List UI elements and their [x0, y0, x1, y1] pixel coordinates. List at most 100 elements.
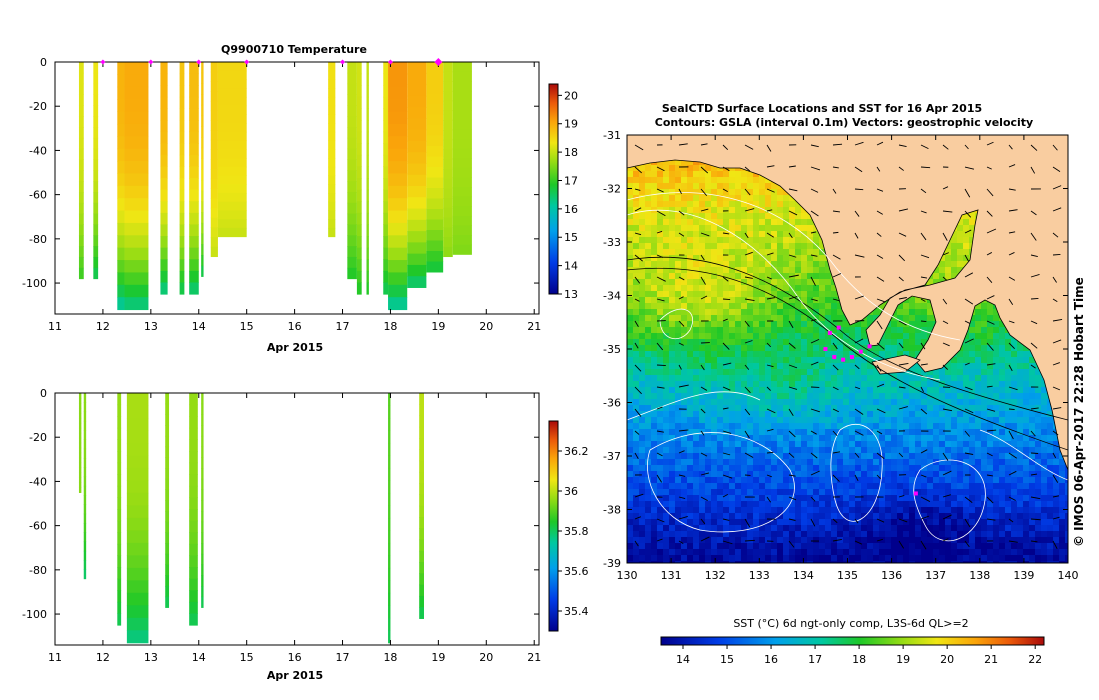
sst-cell	[1029, 471, 1035, 477]
profile-cell	[443, 159, 453, 170]
profile-cell	[189, 485, 198, 498]
sst-cell	[633, 303, 639, 309]
sst-cell	[669, 453, 675, 459]
sst-cell	[657, 315, 663, 321]
sst-cell	[801, 291, 807, 297]
profile-cell	[388, 592, 391, 606]
sst-cell	[867, 369, 873, 375]
sst-cell	[765, 465, 771, 471]
sst-cell	[777, 315, 783, 321]
sst-cell	[801, 225, 807, 231]
sst-cell	[777, 297, 783, 303]
sst-cell	[729, 429, 735, 435]
sst-cell	[975, 363, 981, 369]
sst-cell	[729, 465, 735, 471]
sst-cell	[741, 423, 747, 429]
profile-cell	[407, 107, 427, 119]
sst-cell	[795, 399, 801, 405]
sst-cell	[957, 441, 963, 447]
sst-cell	[711, 363, 717, 369]
sst-cell	[999, 345, 1005, 351]
sst-cell	[627, 417, 633, 423]
sst-cell	[957, 363, 963, 369]
sst-cell	[861, 435, 867, 441]
sst-cell	[681, 471, 687, 477]
x-tick-label: 20	[479, 651, 493, 664]
sst-cell	[915, 315, 921, 321]
profile-cell	[388, 580, 391, 594]
profile-cell	[78, 412, 82, 419]
sst-cell	[1005, 381, 1011, 387]
sst-cell	[657, 273, 663, 279]
sst-cell	[765, 279, 771, 285]
profile-cell	[93, 62, 99, 74]
sst-cell	[717, 267, 723, 273]
sst-cell	[813, 249, 819, 255]
sst-cell	[735, 261, 741, 267]
sst-cell	[963, 357, 969, 363]
sst-cell	[807, 357, 813, 363]
sst-cell	[1005, 369, 1011, 375]
profile-cell	[347, 148, 357, 160]
sst-cell	[645, 417, 651, 423]
sst-cell	[813, 327, 819, 333]
x-tick-label: 18	[383, 320, 397, 333]
x-tick-label: 13	[144, 320, 158, 333]
sst-cell	[759, 327, 765, 333]
sst-cell	[627, 189, 633, 195]
sst-cell	[765, 261, 771, 267]
sst-cell	[747, 369, 753, 375]
sst-cell	[975, 417, 981, 423]
sst-cell	[675, 387, 681, 393]
sst-cell	[747, 351, 753, 357]
profile-cell	[179, 212, 185, 225]
sst-cell	[849, 429, 855, 435]
sst-cell	[945, 267, 951, 273]
sst-cell	[675, 453, 681, 459]
sst-cell	[819, 441, 825, 447]
sst-cell	[957, 435, 963, 441]
sst-cell	[897, 405, 903, 411]
sst-cell	[693, 297, 699, 303]
sst-cell	[795, 231, 801, 237]
sst-cell	[627, 219, 633, 225]
sst-cell	[1005, 405, 1011, 411]
sst-cell	[681, 399, 687, 405]
sst-cell	[813, 363, 819, 369]
sst-cell	[669, 201, 675, 207]
profile-cell	[356, 73, 362, 86]
profile-cell	[78, 191, 84, 204]
sst-cell	[867, 405, 873, 411]
sst-cell	[693, 285, 699, 291]
profile-cell	[93, 224, 99, 236]
sst-cell	[807, 279, 813, 285]
sst-cell	[921, 297, 927, 303]
sst-cell	[681, 207, 687, 213]
sst-cell	[681, 285, 687, 291]
profile-cell	[78, 482, 82, 488]
sst-cell	[867, 465, 873, 471]
sst-cell	[705, 189, 711, 195]
sst-cell	[627, 381, 633, 387]
sst-cell	[693, 477, 699, 483]
map-content	[627, 135, 1068, 563]
sst-cell	[843, 453, 849, 459]
sst-cell	[801, 309, 807, 315]
sst-cell	[705, 171, 711, 177]
sst-cell	[993, 309, 999, 315]
sst-cell	[639, 165, 645, 171]
sst-cell	[951, 393, 957, 399]
sst-cell	[717, 411, 723, 417]
profile-cell	[160, 96, 168, 109]
sst-cell	[963, 465, 969, 471]
sst-cell	[813, 357, 819, 363]
profile-cell	[93, 213, 99, 225]
sst-cell	[957, 249, 963, 255]
profile-cell	[124, 222, 149, 236]
sst-cell	[1005, 429, 1011, 435]
sst-cell	[741, 213, 747, 219]
sst-cell	[657, 465, 663, 471]
sst-cell	[669, 363, 675, 369]
sst-cell	[825, 429, 831, 435]
profile-cell	[407, 242, 427, 255]
